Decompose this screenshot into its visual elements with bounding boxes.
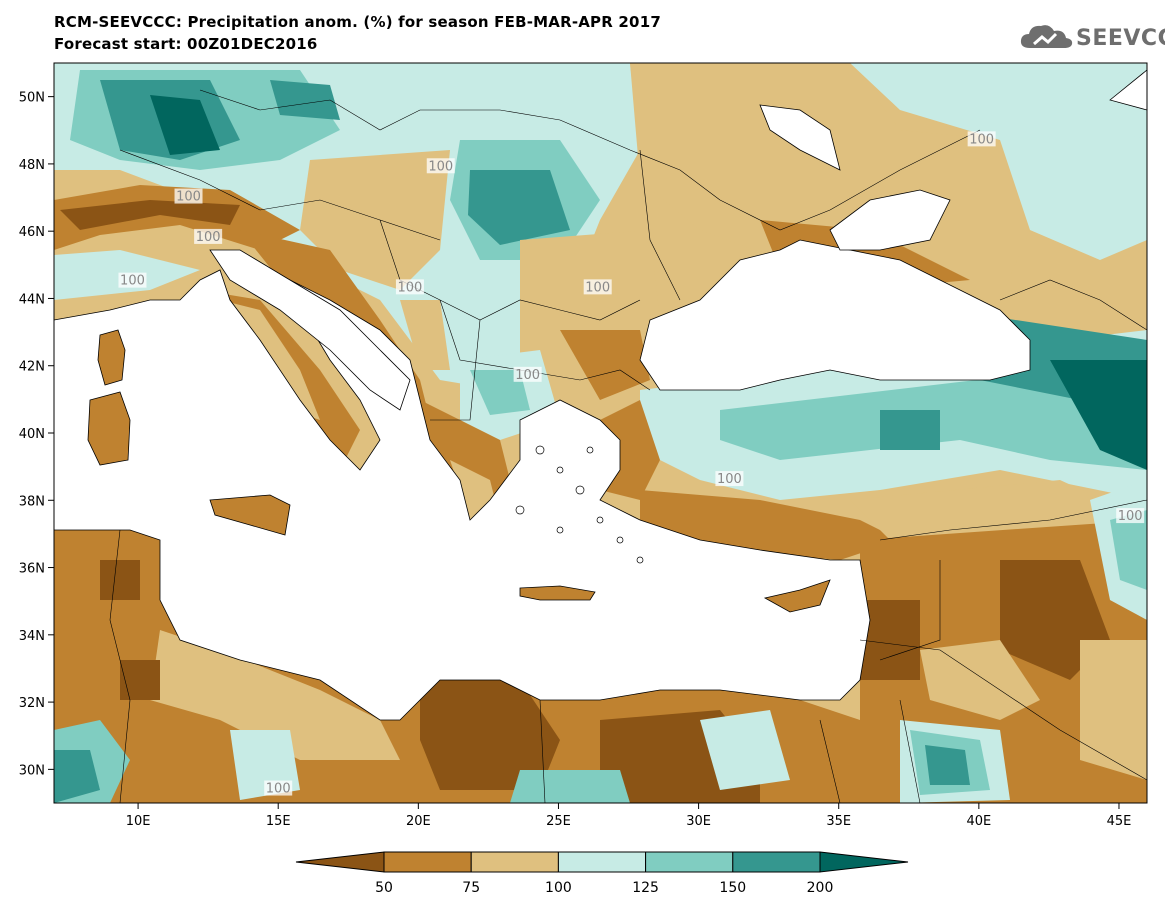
colorbar-high-extension (819, 851, 909, 873)
lat-tick-label: 40N (19, 427, 45, 442)
lat-tick-label: 46N (19, 225, 45, 240)
cloud-icon (1020, 25, 1073, 48)
lon-tick-label: 20E (406, 814, 431, 829)
seevccc-logo: SEEVCCC (1018, 20, 1165, 56)
lon-tick-label: 40E (966, 814, 991, 829)
aegean-islands (515, 445, 644, 564)
lat-tick-label: 34N (19, 629, 45, 644)
contour-label: 100 (176, 190, 201, 205)
contour-label-bg (583, 279, 612, 295)
contour-labels: 100100100100100100100100100100100100 (118, 131, 1145, 797)
contour-label: 100 (120, 274, 145, 289)
contour-label: 100 (515, 368, 540, 383)
latitude-axis: 50N 48N 46N 44N 42N 40N 38N 36N 34N 32N 30N (19, 91, 54, 778)
contour-label: 100 (266, 782, 291, 797)
contour-label: 100 (585, 280, 610, 295)
contour-label: 100 (196, 230, 221, 245)
colorbar-tick-label: 75 (462, 880, 480, 896)
colorbar-low-extension (295, 851, 385, 873)
colorbar-segment (470, 851, 559, 873)
lat-tick-label: 38N (19, 494, 45, 509)
lat-tick-label: 44N (19, 292, 45, 307)
colorbar-tick-label: 50 (375, 880, 393, 896)
lat-tick-label: 36N (19, 562, 45, 577)
lon-tick-label: 10E (126, 814, 151, 829)
colorbar-tick-label: 100 (545, 880, 572, 896)
contour-label: 100 (428, 159, 453, 174)
contour-label-bg (264, 780, 293, 796)
colorbar-segment (645, 851, 734, 873)
contour-label-bg (1116, 508, 1145, 524)
contour-label-bg (395, 279, 424, 295)
contour-label: 100 (717, 472, 742, 487)
longitude-axis: 10E 15E 20E 25E 30E 35E 40E 45E (126, 803, 1132, 829)
lon-tick-label: 35E (826, 814, 851, 829)
lat-tick-label: 50N (19, 91, 45, 106)
contour-label-bg (174, 188, 203, 204)
contour-label-bg (715, 471, 744, 487)
islands (87, 329, 831, 613)
contour-label-bg (513, 366, 542, 382)
lat-tick-label: 32N (19, 696, 45, 711)
contour-label: 100 (398, 280, 423, 295)
map-title: RCM-SEEVCCC: Precipitation anom. (%) for… (54, 13, 661, 31)
lon-tick-label: 15E (266, 814, 291, 829)
colorbar-segment (732, 851, 821, 873)
contour-label-bg (194, 228, 223, 244)
anomaly-field (54, 63, 1147, 803)
colorbar-segment (383, 851, 472, 873)
sea-mask (54, 69, 1147, 721)
contour-label-bg (967, 131, 996, 147)
contour-label: 100 (1118, 509, 1143, 524)
colorbar-tick-label: 200 (807, 880, 834, 896)
lon-tick-label: 25E (546, 814, 571, 829)
contour-label: 100 (969, 132, 994, 147)
lon-tick-label: 30E (686, 814, 711, 829)
contour-label-bg (426, 158, 455, 174)
lat-tick-label: 48N (19, 158, 45, 173)
contour-label-bg (118, 272, 147, 288)
lat-tick-label: 42N (19, 360, 45, 375)
country-borders (109, 89, 1147, 803)
colorbar-segment (557, 851, 647, 873)
colorbar-tick-label: 125 (632, 880, 659, 896)
colorbar-tick-label: 150 (719, 880, 746, 896)
logo-text: SEEVCCC (1076, 26, 1165, 51)
forecast-start: Forecast start: 00Z01DEC2016 (54, 35, 318, 53)
lon-tick-label: 45E (1107, 814, 1132, 829)
lat-tick-label: 30N (19, 763, 45, 778)
colorbar: 50 75 100 125 150 200 (295, 851, 909, 896)
